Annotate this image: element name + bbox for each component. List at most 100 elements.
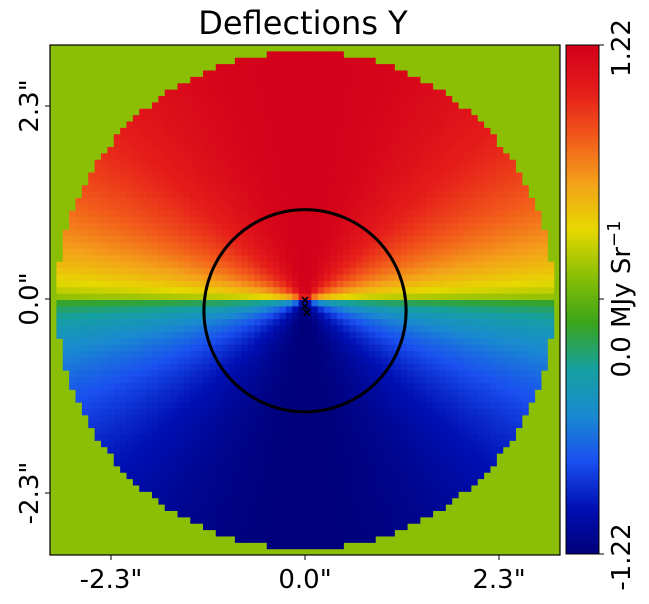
heatmap-cell xyxy=(528,249,536,256)
heatmap-cell xyxy=(190,421,198,429)
heatmap-cell xyxy=(438,178,446,186)
heatmap-cell xyxy=(215,510,223,518)
heatmap-cell xyxy=(483,465,491,473)
heatmap-cell xyxy=(234,140,242,148)
heatmap-cell xyxy=(94,408,102,416)
heatmap-cell xyxy=(445,446,453,454)
heatmap-cell xyxy=(203,453,210,460)
heatmap-cell xyxy=(215,70,223,78)
heatmap-cell xyxy=(69,344,77,352)
heatmap-cell xyxy=(419,453,427,460)
heatmap-cell xyxy=(305,459,312,467)
heatmap-cell xyxy=(113,325,121,333)
heatmap-cell xyxy=(515,325,523,333)
heatmap-cell xyxy=(540,363,548,371)
heatmap-cell xyxy=(69,217,77,225)
heatmap-cell xyxy=(400,472,408,480)
heatmap-cell xyxy=(203,115,210,123)
heatmap-cell xyxy=(336,134,344,142)
heatmap-cell xyxy=(298,229,306,237)
heatmap-cell xyxy=(375,395,383,403)
heatmap-cell xyxy=(400,261,408,269)
heatmap-cell xyxy=(317,433,325,441)
heatmap-cell xyxy=(120,249,128,256)
heatmap-cell xyxy=(445,223,453,231)
heatmap-cell xyxy=(171,178,179,186)
heatmap-cell xyxy=(317,395,325,403)
heatmap-cell xyxy=(81,261,89,269)
heatmap-cell xyxy=(305,351,312,358)
heatmap-cell xyxy=(139,440,147,448)
heatmap-cell xyxy=(317,382,325,390)
heatmap-cell xyxy=(330,484,338,492)
heatmap-cell xyxy=(94,268,102,276)
heatmap-cell xyxy=(254,268,261,276)
heatmap-cell xyxy=(521,210,529,218)
heatmap-cell xyxy=(101,325,108,333)
heatmap-cell xyxy=(324,338,332,346)
heatmap-cell xyxy=(407,497,414,505)
heatmap-cell xyxy=(139,115,147,123)
heatmap-cell xyxy=(489,153,497,161)
heatmap-cell xyxy=(502,382,510,390)
heatmap-cell xyxy=(81,185,89,193)
heatmap-cell xyxy=(483,140,491,148)
heatmap-cell xyxy=(292,255,300,263)
heatmap-cell xyxy=(496,185,504,193)
heatmap-cell xyxy=(266,261,274,269)
heatmap-cell xyxy=(266,287,274,295)
heatmap-cell xyxy=(387,153,395,161)
heatmap-cell xyxy=(356,210,363,218)
heatmap-cell xyxy=(407,331,414,339)
heatmap-cell xyxy=(489,236,497,244)
heatmap-cell xyxy=(120,402,128,409)
heatmap-cell xyxy=(215,433,223,441)
heatmap-cell xyxy=(305,478,312,486)
heatmap-cell xyxy=(234,108,242,116)
heatmap-cell xyxy=(254,535,261,543)
heatmap-cell xyxy=(394,89,402,97)
heatmap-cell xyxy=(152,115,159,123)
heatmap-cell xyxy=(317,370,325,378)
heatmap-cell xyxy=(400,363,408,371)
heatmap-cell xyxy=(375,484,383,492)
heatmap-cell xyxy=(394,414,402,422)
heatmap-cell xyxy=(254,89,261,97)
heatmap-cell xyxy=(101,223,108,231)
heatmap-cell xyxy=(215,331,223,339)
heatmap-cell xyxy=(183,484,191,492)
heatmap-cell xyxy=(464,280,472,288)
heatmap-cell xyxy=(132,472,140,480)
heatmap-cell xyxy=(451,370,459,378)
heatmap-cell xyxy=(113,172,121,180)
heatmap-cell xyxy=(311,312,319,320)
heatmap-cell xyxy=(458,338,465,346)
heatmap-cell xyxy=(139,280,147,288)
heatmap-cell xyxy=(247,516,255,524)
heatmap-cell xyxy=(336,376,344,384)
heatmap-cell xyxy=(234,172,242,180)
heatmap-cell xyxy=(177,312,185,320)
heatmap-cell xyxy=(540,249,548,256)
heatmap-cell xyxy=(426,427,434,435)
heatmap-cell xyxy=(292,478,300,486)
heatmap-cell xyxy=(336,370,344,378)
heatmap-cell xyxy=(222,121,230,129)
heatmap-cell xyxy=(120,306,128,314)
heatmap-cell xyxy=(158,127,166,135)
heatmap-cell xyxy=(534,287,542,295)
heatmap-cell xyxy=(241,472,249,480)
heatmap-cell xyxy=(432,293,440,301)
heatmap-cell xyxy=(209,159,217,167)
heatmap-cell xyxy=(451,427,459,435)
heatmap-cell xyxy=(241,338,249,346)
heatmap-cell xyxy=(305,293,312,301)
heatmap-cell xyxy=(419,249,427,256)
heatmap-cell xyxy=(94,363,102,371)
heatmap-cell xyxy=(381,172,389,180)
heatmap-cell xyxy=(458,395,465,403)
heatmap-cell xyxy=(509,172,516,180)
heatmap-cell xyxy=(266,338,274,346)
heatmap-cell xyxy=(164,306,172,314)
heatmap-cell xyxy=(394,185,402,193)
